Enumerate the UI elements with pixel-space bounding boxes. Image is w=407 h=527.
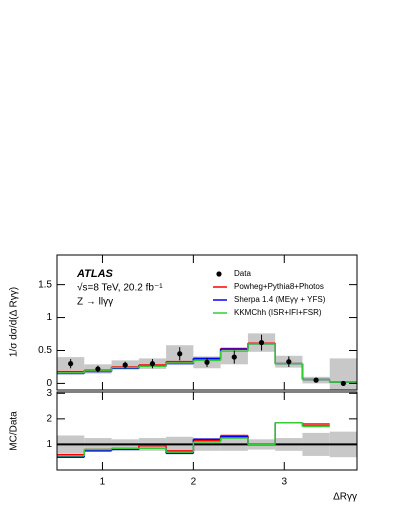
y-tick-label: 3 xyxy=(46,388,52,399)
y-tick-label: 0.5 xyxy=(38,345,52,356)
lower-frame xyxy=(56,391,358,471)
x-axis-label: ΔRγγ xyxy=(333,492,357,503)
data-point xyxy=(95,366,101,372)
process-label: Z → llγγ xyxy=(77,297,113,308)
ratio-y-label: MC/Data xyxy=(9,411,20,451)
y-tick-label: 1.5 xyxy=(38,279,52,290)
data-point xyxy=(231,354,237,360)
upper-plot xyxy=(57,333,357,390)
y-tick-label: 1 xyxy=(46,439,52,450)
x-tick-label: 1 xyxy=(100,477,106,488)
legend-label: Sherpa 1.4 (MEγγ + YFS) xyxy=(234,295,326,304)
data-point xyxy=(340,380,346,387)
data-point xyxy=(258,339,265,346)
data-point xyxy=(204,359,210,365)
legend-label: KKMChh (ISR+IFI+FSR) xyxy=(234,308,322,317)
data-point xyxy=(122,362,128,368)
y-tick-label: 2 xyxy=(46,413,52,424)
data-point xyxy=(177,351,183,357)
x-tick-label: 3 xyxy=(281,477,287,488)
data-point xyxy=(68,361,74,367)
legend-label: Powheg+Pythia8+Photos xyxy=(234,282,324,291)
y-axis-label: 1/σ dσ/d(Δ Rγγ) xyxy=(9,287,20,357)
data-point xyxy=(149,361,156,367)
data-point xyxy=(286,359,292,365)
ratio-plot xyxy=(57,421,357,458)
upper-frame xyxy=(56,254,358,391)
legend-label: Data xyxy=(234,269,251,278)
y-tick-label: 0 xyxy=(46,378,52,389)
data-point xyxy=(313,377,319,383)
y-tick-label: 1 xyxy=(46,312,52,323)
overlay: 0 0.5 1 1.5 Data Powheg+Pythia8+Photos Sherpa … xyxy=(38,255,357,488)
energy-label: √s=8 TeV, 20.2 fb⁻¹ xyxy=(77,282,163,294)
x-tick-label: 2 xyxy=(191,477,197,488)
atlas-label: ATLAS xyxy=(76,268,114,280)
legend-marker xyxy=(216,271,222,277)
